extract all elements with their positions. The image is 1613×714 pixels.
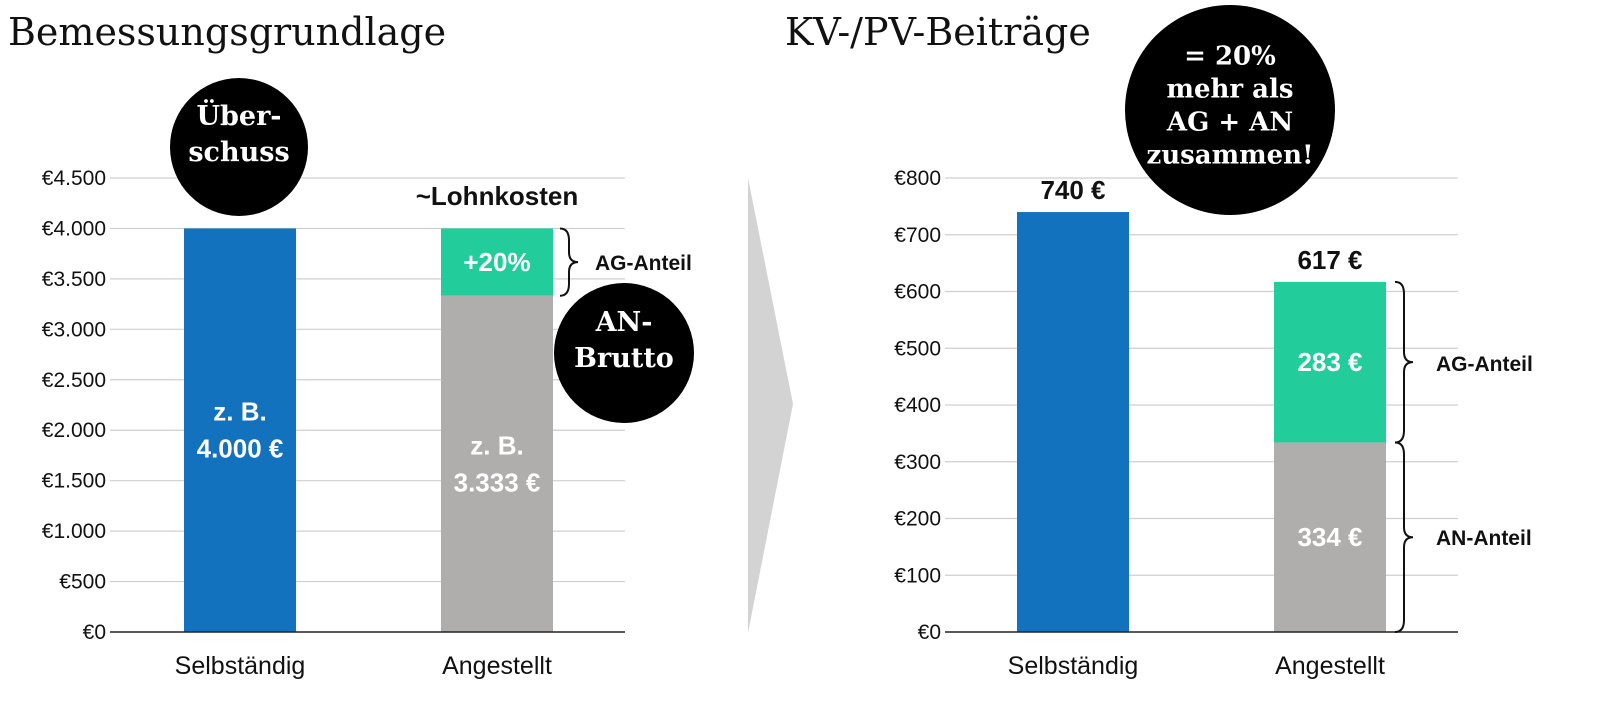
bar-total-label: 740 € <box>1040 175 1105 205</box>
brace-label-ag-anteil: AG-Anteil <box>595 252 692 275</box>
x-category-label: Selbständig <box>175 652 306 680</box>
x-category-label: Angestellt <box>1275 652 1385 680</box>
y-tick-label: €3.500 <box>42 268 106 291</box>
bar-segment <box>441 228 553 296</box>
brace-ag-anteil-left <box>559 227 579 297</box>
bar-value-label: +20% <box>463 247 530 277</box>
bar-value-label: z. B. 3.333 € <box>454 430 541 497</box>
y-tick-label: €700 <box>894 224 941 247</box>
bar-segment <box>1017 212 1129 633</box>
x-category-label: Selbständig <box>1008 652 1139 680</box>
y-tick-label: €4.000 <box>42 217 106 240</box>
bar-total-label: 617 € <box>1297 245 1362 275</box>
y-tick-label: €0 <box>918 621 941 644</box>
y-tick-label: €500 <box>894 337 941 360</box>
bar-value-label: 283 € <box>1297 347 1362 377</box>
y-tick-label: €800 <box>894 167 941 190</box>
chart-title-left: Bemessungsgrundlage <box>8 10 447 54</box>
chart-title-right: KV-/PV-Beiträge <box>785 10 1091 54</box>
bubble-an-brutto <box>554 283 694 423</box>
y-tick-label: €100 <box>894 564 941 587</box>
y-tick-label: €500 <box>59 571 106 594</box>
bar-segment <box>1274 281 1386 443</box>
y-tick-label: €200 <box>894 508 941 531</box>
y-tick-label: €2.500 <box>42 369 106 392</box>
y-tick-label: €4.500 <box>42 167 106 190</box>
y-tick-label: €2.000 <box>42 419 106 442</box>
y-tick-label: €400 <box>894 394 941 417</box>
bubble-ueberschuss-text: Über-schuss <box>188 98 289 168</box>
y-tick-label: €0 <box>83 621 106 644</box>
bar-segment <box>1274 442 1386 632</box>
bubble-20-prozent <box>1125 5 1335 215</box>
bar-segment <box>441 295 553 632</box>
bubble-20-prozent-text: = 20% mehr als AG + AN zusammen! <box>1146 42 1313 171</box>
brace-an-anteil-right <box>1394 441 1414 633</box>
bubble-an-brutto-text: AN-Brutto <box>574 307 674 374</box>
brace-ag-anteil-right <box>1394 280 1414 444</box>
x-category-label: Angestellt <box>442 652 552 680</box>
bar-value-label: z. B. 4.000 € <box>197 397 284 464</box>
bubble-ueberschuss <box>170 78 308 216</box>
y-tick-label: €600 <box>894 281 941 304</box>
y-tick-label: €3.000 <box>42 318 106 341</box>
annotation-lohnkosten: ~Lohnkosten <box>416 181 579 211</box>
y-tick-label: €1.500 <box>42 470 106 493</box>
brace-label-ag-anteil: AG-Anteil <box>1436 353 1533 376</box>
y-tick-label: €1.000 <box>42 520 106 543</box>
bar-segment <box>184 228 296 632</box>
divider-arrow <box>748 178 793 633</box>
brace-label-an-anteil: AN-Anteil <box>1436 527 1532 550</box>
y-tick-label: €300 <box>894 451 941 474</box>
bar-value-label: 334 € <box>1297 522 1362 552</box>
